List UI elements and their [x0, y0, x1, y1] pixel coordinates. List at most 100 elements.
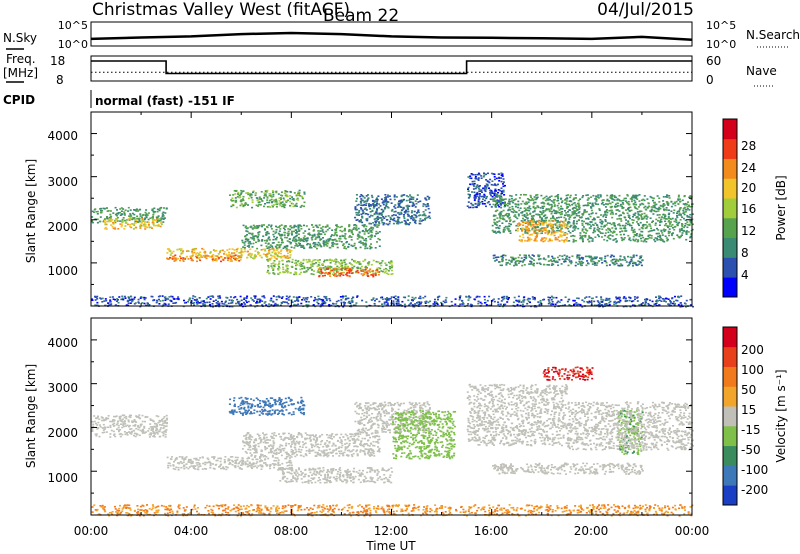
power-cell [564, 199, 566, 201]
power-cell [365, 238, 367, 240]
power-cell [305, 225, 308, 227]
power-cell [390, 260, 393, 262]
power-cell [658, 214, 661, 216]
power-cell [269, 299, 272, 302]
power-cell [632, 261, 635, 264]
power-cell [498, 194, 501, 197]
power-cell [540, 303, 543, 305]
power-cell [331, 239, 334, 242]
power-cell [491, 191, 494, 193]
power-cell [612, 255, 615, 258]
power-cell [495, 194, 497, 196]
power-cell [304, 271, 307, 273]
power-cell [527, 238, 530, 241]
power-cell [614, 300, 616, 303]
power-cell [250, 193, 253, 196]
power-cell [370, 234, 373, 236]
power-cell [509, 194, 511, 197]
power-cell [564, 258, 567, 260]
power-cell [540, 213, 543, 216]
power-cell [95, 211, 98, 213]
power-cell [157, 225, 160, 227]
power-cell [501, 260, 504, 263]
power-cell [462, 303, 465, 305]
power-cell [111, 296, 114, 298]
power-cell [578, 260, 581, 263]
power-cell [234, 296, 237, 298]
power-cell [635, 238, 638, 241]
power-cell [305, 239, 308, 242]
power-cell [268, 199, 271, 202]
power-cell [371, 209, 374, 212]
power-cell [264, 229, 267, 231]
power-cell [420, 220, 423, 222]
power-cell [591, 238, 594, 240]
power-cell [344, 295, 347, 298]
power-cell [283, 234, 286, 236]
power-cell [228, 248, 231, 250]
power-cell [181, 258, 184, 261]
power-cell [323, 295, 326, 298]
power-cell [234, 254, 237, 256]
power-cell [120, 298, 123, 301]
power-cell [591, 297, 594, 300]
power-cell [312, 226, 315, 228]
power-cell [132, 228, 135, 230]
power-cell [283, 228, 286, 231]
power-cell [283, 206, 286, 209]
power-cell [544, 199, 547, 202]
power-cell [152, 210, 155, 213]
power-cell [385, 202, 388, 205]
power-cell [536, 262, 539, 265]
power-cell [413, 218, 416, 221]
power-cell [667, 226, 669, 229]
power-cell [498, 214, 501, 216]
power-cell [654, 240, 657, 243]
power-cell [147, 223, 150, 226]
power-cell [655, 300, 658, 302]
power-cell [677, 198, 680, 200]
power-cell [467, 299, 470, 301]
power-cell [348, 235, 351, 237]
power-cell [267, 252, 270, 255]
power-cell [629, 217, 631, 220]
power-cell [620, 220, 623, 222]
power-cell [665, 207, 668, 209]
power-cell [396, 304, 399, 306]
power-cell [144, 211, 147, 214]
power-cell [209, 251, 212, 253]
power-cell [287, 232, 290, 235]
power-cell [394, 214, 397, 216]
power-cell [517, 262, 520, 264]
power-cell [286, 250, 289, 252]
power-cell [630, 200, 633, 203]
power-cell [559, 230, 562, 232]
power-cell [487, 201, 490, 203]
power-cell [325, 296, 328, 298]
power-cell [502, 298, 505, 301]
power-cell [235, 259, 238, 261]
power-cell [398, 202, 401, 205]
power-cell [255, 241, 257, 244]
power-cell [112, 298, 115, 300]
power-cell [647, 202, 650, 204]
power-cell [656, 300, 659, 302]
power-cell [486, 184, 489, 186]
power-cell [462, 302, 465, 304]
power-cell [526, 198, 529, 200]
power-cell [365, 225, 368, 228]
power-cell [408, 304, 411, 306]
power-cell [264, 203, 266, 205]
power-cell [410, 211, 413, 214]
power-cell [595, 212, 598, 215]
power-cell [312, 304, 315, 306]
nsearch-tick-bottom: 10^0 [706, 38, 736, 51]
power-cell [631, 227, 633, 229]
power-cell [267, 232, 270, 235]
power-cell [683, 226, 686, 229]
power-cell [281, 205, 284, 208]
power-cell [121, 213, 124, 216]
power-cell [509, 232, 512, 234]
power-cell [492, 173, 495, 175]
power-cell [116, 214, 118, 217]
